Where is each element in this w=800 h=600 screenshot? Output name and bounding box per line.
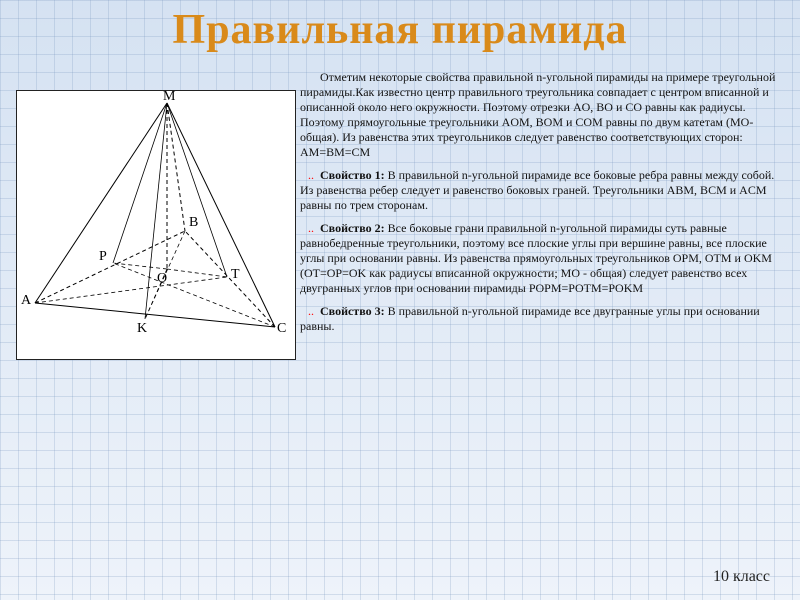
bullet-icon: ..	[288, 304, 314, 319]
property-3: .. Свойство 3: В правильной n-угольной п…	[300, 304, 790, 334]
point-label-b: B	[189, 215, 198, 231]
intro-paragraph: Отметим некоторые свойства правильной n-…	[300, 70, 790, 160]
property-1-label: Свойство 1:	[320, 168, 385, 182]
property-3-label: Свойство 3:	[320, 304, 385, 318]
point-label-m: M	[163, 89, 175, 105]
point-label-c: C	[277, 321, 286, 337]
slide: Правильная пирамида M A	[0, 0, 800, 600]
property-2: .. Свойство 2: Все боковые грани правиль…	[300, 221, 790, 296]
bullet-icon: ..	[288, 221, 314, 236]
bullet-icon: ..	[288, 168, 314, 183]
body-text: Отметим некоторые свойства правильной n-…	[300, 70, 790, 342]
point-label-p: P	[99, 249, 107, 265]
point-label-k: K	[137, 321, 147, 337]
pyramid-figure: M A C B O P K T	[16, 90, 296, 360]
point-label-t: T	[231, 267, 240, 283]
property-1: .. Свойство 1: В правильной n-угольной п…	[300, 168, 790, 213]
pyramid-svg	[17, 91, 297, 361]
property-2-label: Свойство 2:	[320, 221, 385, 235]
point-label-o: O	[157, 271, 167, 287]
point-label-a: A	[21, 293, 31, 309]
slide-title: Правильная пирамида	[0, 6, 800, 54]
class-label: 10 класс	[713, 568, 770, 586]
